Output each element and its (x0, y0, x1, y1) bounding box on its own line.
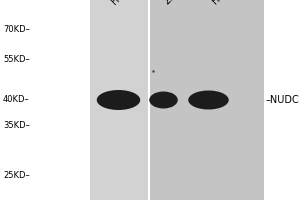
Text: 293T: 293T (162, 0, 186, 6)
Ellipse shape (188, 90, 229, 110)
FancyBboxPatch shape (90, 0, 148, 200)
Text: HepG2: HepG2 (210, 0, 241, 6)
Ellipse shape (149, 92, 178, 108)
Text: HeLa: HeLa (110, 0, 134, 6)
Ellipse shape (97, 90, 140, 110)
Text: 25KD–: 25KD– (3, 171, 30, 180)
FancyBboxPatch shape (148, 0, 264, 200)
Text: 55KD–: 55KD– (3, 55, 30, 64)
Text: 40KD–: 40KD– (3, 96, 30, 104)
Text: 35KD–: 35KD– (3, 121, 30, 130)
Text: –NUDC: –NUDC (266, 95, 299, 105)
Text: 70KD–: 70KD– (3, 25, 30, 34)
